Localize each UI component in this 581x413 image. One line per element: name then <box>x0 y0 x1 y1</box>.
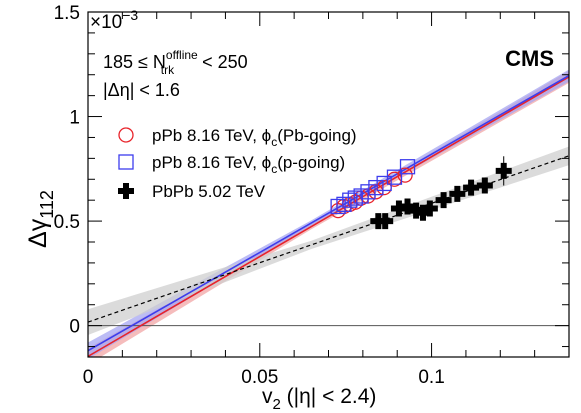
fit-lines <box>88 74 569 357</box>
data-point-s1-7 <box>376 175 392 192</box>
legend-label-p-going: pPb 8.16 TeV, ϕc(p-going) <box>152 153 345 176</box>
cms-label: CMS <box>505 46 554 71</box>
data-point-s2-6 <box>421 200 438 217</box>
multiplicity-annotation: 185 ≤ Noffline trk < 250 <box>103 48 248 77</box>
fit-line-0 <box>88 76 569 357</box>
legend: pPb 8.16 TeV, ϕc(Pb-going) pPb 8.16 TeV,… <box>118 126 357 201</box>
fit-band-1 <box>88 69 569 357</box>
fit-line-2 <box>88 155 569 323</box>
data-point-s2-1 <box>377 213 394 230</box>
legend-label-pb-going: pPb 8.16 TeV, ϕc(Pb-going) <box>152 126 357 149</box>
data-point-s1-9 <box>399 159 416 175</box>
legend-label-pbpb: PbPb 5.02 TeV <box>152 182 266 201</box>
fit-line-1 <box>88 74 569 352</box>
data-point-s2-3 <box>399 198 416 215</box>
data-point-s1-0 <box>330 198 346 215</box>
y-axis-label: Δγ112 <box>24 190 57 248</box>
data-point-s1-6 <box>368 179 384 196</box>
data-point-s2-5 <box>414 204 431 221</box>
fit-band-2 <box>88 146 569 335</box>
data-point-s2-9 <box>463 179 480 196</box>
legend-marker-pb-going <box>118 127 134 143</box>
y-multiplier: ×10−3 <box>90 7 138 33</box>
data-point-s1-1 <box>336 196 352 213</box>
y-tick-label: 1 <box>69 108 80 129</box>
legend-marker-pbpb <box>118 183 134 199</box>
data-point-s2-11 <box>495 162 512 179</box>
x-tick-label: 0.05 <box>241 367 278 388</box>
data-point-s1-3 <box>347 190 363 206</box>
data-point-s1-8 <box>386 169 403 185</box>
data-point-s1-2 <box>342 192 358 208</box>
axis-ticks: 0 0.05 0.1 0 0.5 1 1.5 <box>54 3 570 388</box>
x-tick-label: 0 <box>83 367 94 388</box>
data-point-s2-7 <box>435 192 452 209</box>
y-tick-label: 0 <box>69 317 80 338</box>
x-axis-label: v2 (|η| < 2.4) <box>262 385 376 413</box>
data-point-s2-8 <box>449 185 466 202</box>
data-points <box>330 156 512 230</box>
eta-gap-annotation: |Δη| < 1.6 <box>103 80 180 100</box>
x-tick-label: 0.1 <box>418 367 444 388</box>
data-point-s2-2 <box>390 200 407 217</box>
y-tick-label: 0.5 <box>54 212 80 233</box>
y-tick-label: 1.5 <box>54 3 80 24</box>
data-point-s2-10 <box>476 177 493 194</box>
data-point-s1-5 <box>360 184 376 200</box>
data-point-s0-9 <box>397 167 413 183</box>
legend-marker-p-going <box>118 154 134 170</box>
